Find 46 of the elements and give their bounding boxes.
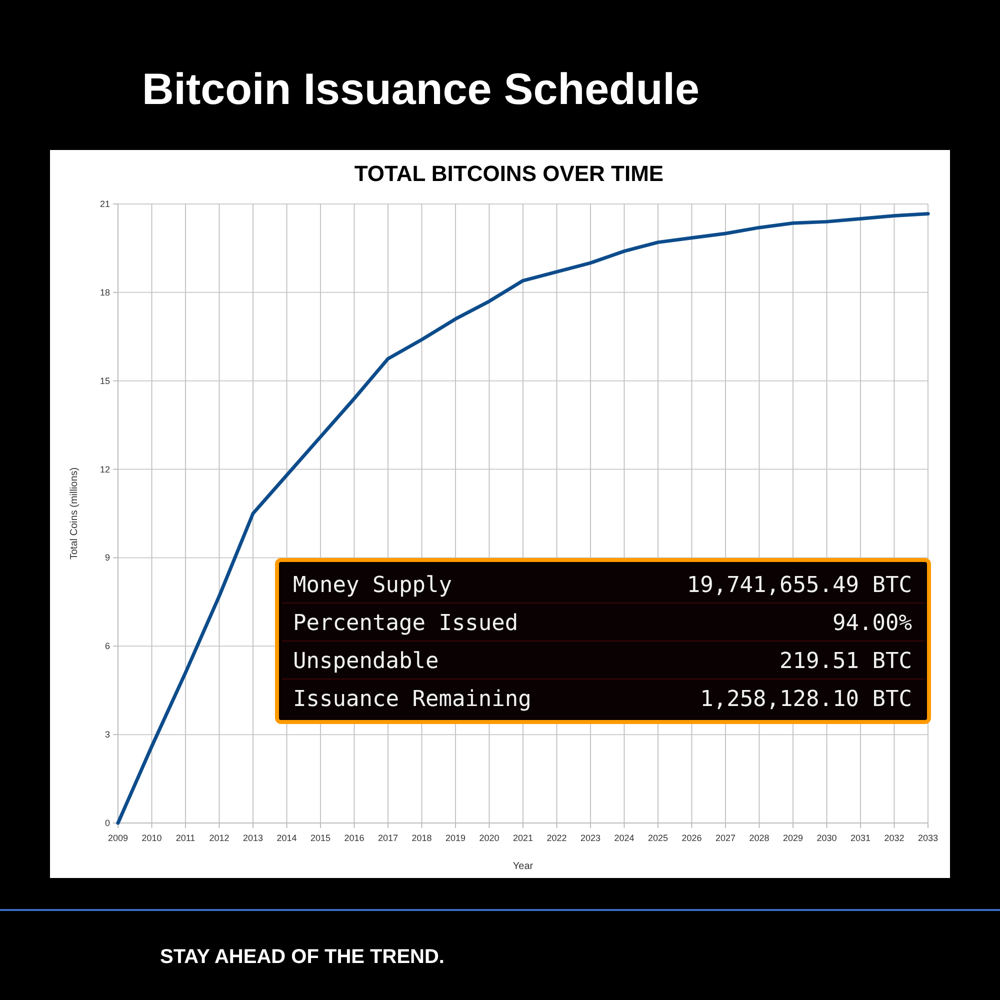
x-tick-label: 2017 bbox=[378, 833, 398, 843]
x-tick-label: 2032 bbox=[884, 833, 904, 843]
annotation: 219.51 BTC bbox=[780, 649, 912, 674]
y-tick-label: 0 bbox=[104, 818, 110, 828]
x-tick-label: 2014 bbox=[276, 833, 297, 843]
x-tick-label: 2013 bbox=[242, 833, 264, 843]
annotation: Issuance Remaining bbox=[293, 687, 532, 712]
x-tick-label: 2009 bbox=[108, 833, 128, 843]
chart-subtitle: TOTAL BITCOINS OVER TIME bbox=[354, 161, 664, 186]
y-tick-label: 12 bbox=[100, 464, 110, 474]
x-tick-label: 2011 bbox=[176, 833, 196, 843]
x-tick-label: 2026 bbox=[682, 833, 702, 843]
y-tick-label: 3 bbox=[104, 730, 110, 740]
annotation: 94.00% bbox=[832, 611, 912, 636]
y-tick-label: 21 bbox=[100, 199, 110, 209]
y-tick-label: 6 bbox=[104, 641, 110, 652]
text: STAY AHEAD OF THE TREND. bbox=[160, 946, 444, 968]
annotation: 1,258,128.10 BTC bbox=[700, 687, 912, 712]
x-tick-label: 2016 bbox=[344, 833, 364, 843]
x-tick-label: 2021 bbox=[512, 833, 534, 843]
annotation: Unspendable bbox=[293, 649, 439, 674]
x-tick-label: 2020 bbox=[479, 833, 500, 843]
x-tick-label: 2023 bbox=[580, 833, 601, 843]
annotation: Percentage Issued bbox=[293, 611, 518, 636]
x-tick-label: 2010 bbox=[142, 833, 162, 843]
y-axis-title: Total Coins (millions) bbox=[69, 467, 80, 560]
annotation: 19,741,655.49 BTC bbox=[686, 573, 912, 598]
x-tick-label: 2025 bbox=[648, 833, 668, 843]
x-tick-label: 2033 bbox=[918, 833, 938, 843]
x-axis-title: Year bbox=[512, 861, 534, 872]
x-tick-label: 2019 bbox=[445, 833, 466, 843]
x-tick-label: 2022 bbox=[546, 833, 567, 843]
x-tick-label: 2028 bbox=[749, 833, 770, 843]
x-tick-label: 2031 bbox=[850, 833, 871, 843]
y-tick-label: 15 bbox=[100, 376, 110, 386]
x-tick-label: 2018 bbox=[412, 833, 432, 843]
x-tick-label: 2027 bbox=[715, 833, 736, 843]
x-tick-label: 2029 bbox=[782, 833, 804, 843]
y-tick-label: 18 bbox=[100, 287, 110, 298]
y-tick-label: 9 bbox=[104, 552, 110, 563]
x-tick-label: 2015 bbox=[310, 833, 331, 843]
annotation: Money Supply bbox=[293, 573, 452, 598]
chart-title: Bitcoin Issuance Schedule bbox=[142, 65, 700, 114]
x-tick-label: 2030 bbox=[816, 833, 837, 843]
x-tick-label: 2024 bbox=[614, 833, 634, 843]
x-tick-label: 2012 bbox=[209, 833, 230, 843]
